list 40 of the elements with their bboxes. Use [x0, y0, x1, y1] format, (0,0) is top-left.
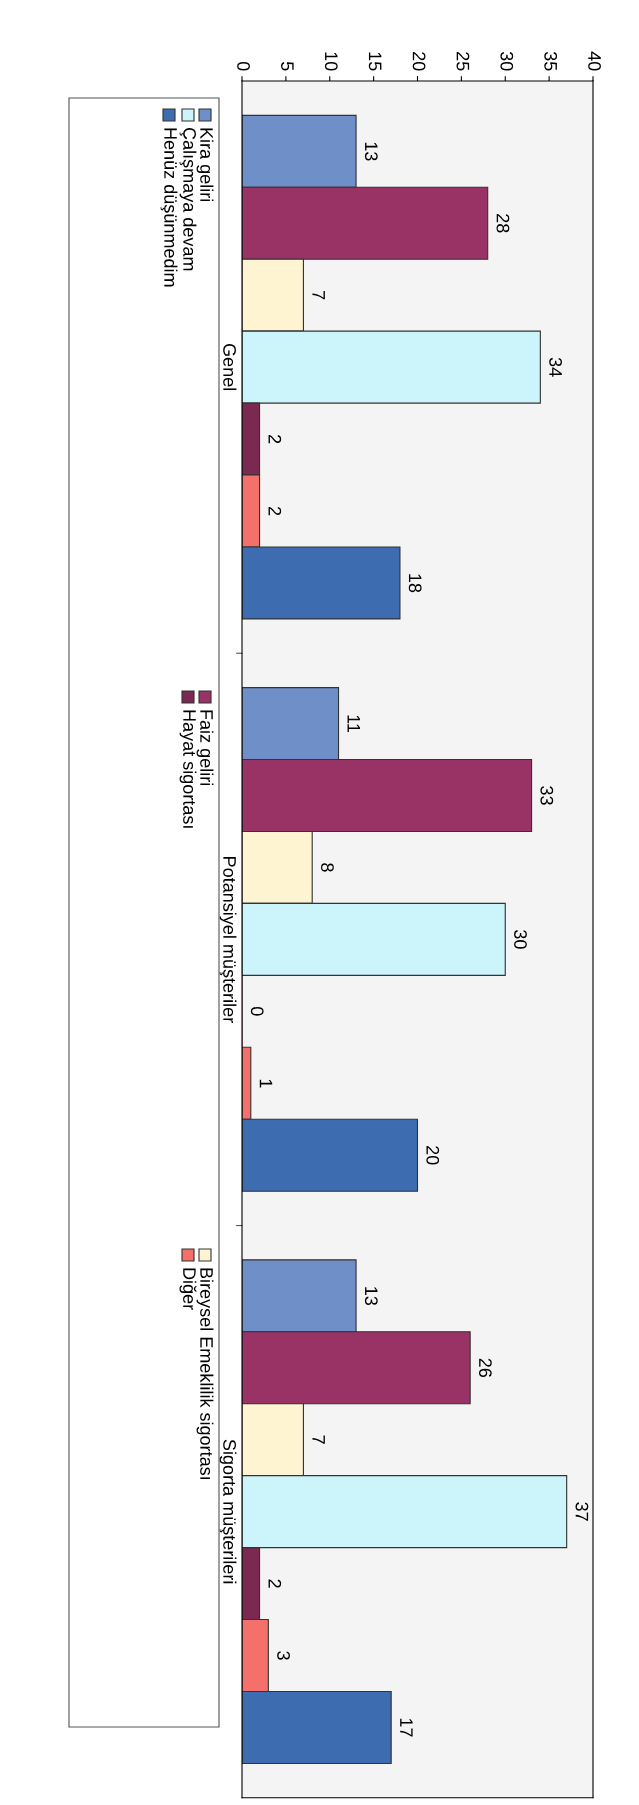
- data-label: 0: [250, 1007, 264, 1016]
- legend-label: Çalışmaya devam: [179, 127, 197, 271]
- data-label: 33: [540, 786, 554, 805]
- data-label: 37: [575, 1502, 589, 1521]
- legend-label: Bireysel Emeklilik sigortası: [196, 1268, 214, 1479]
- data-label: 30: [514, 930, 527, 949]
- legend-label: Kira geliri: [196, 128, 214, 202]
- data-label: 2: [268, 506, 282, 516]
- data-label: 7: [312, 291, 325, 300]
- data-label: 13: [364, 1287, 378, 1306]
- y-tick-label: Genel: [223, 343, 237, 391]
- x-tick-label: 20: [412, 52, 426, 71]
- data-label: 17: [400, 1718, 413, 1737]
- x-tick-label: 30: [500, 51, 514, 71]
- data-label: 3: [277, 1651, 290, 1660]
- data-label: 26: [478, 1358, 492, 1378]
- data-label: 2: [268, 1579, 282, 1588]
- data-label: 13: [364, 142, 378, 161]
- data-label: 8: [321, 863, 334, 872]
- x-tick-label: 0: [237, 61, 250, 71]
- data-label: 28: [496, 214, 510, 233]
- y-tick-label: Sigorta müşterileri: [219, 1439, 237, 1584]
- legend-label: Diğer: [179, 1268, 197, 1310]
- data-label: 18: [408, 574, 422, 593]
- x-tick-label: 5: [281, 61, 294, 71]
- x-tick-label: 40: [588, 51, 601, 71]
- x-tick-label: 15: [368, 52, 382, 71]
- data-label: 7: [312, 1435, 325, 1444]
- x-tick-label: 10: [324, 52, 338, 71]
- y-tick-label: Potansiyel müşteriler: [219, 857, 237, 1023]
- legend-label: Henüz düşünmedim: [160, 128, 178, 287]
- legend-label: Hayat sigortası: [179, 710, 197, 828]
- data-label: 2: [268, 434, 282, 444]
- x-tick-label: 35: [544, 51, 558, 71]
- data-label: 20: [426, 1146, 440, 1165]
- x-tick-label: 25: [456, 52, 470, 71]
- legend-label: Faiz geliri: [196, 710, 214, 786]
- data-label: 1: [259, 1079, 273, 1088]
- data-label: 11: [347, 715, 360, 733]
- data-label: 34: [549, 357, 562, 377]
